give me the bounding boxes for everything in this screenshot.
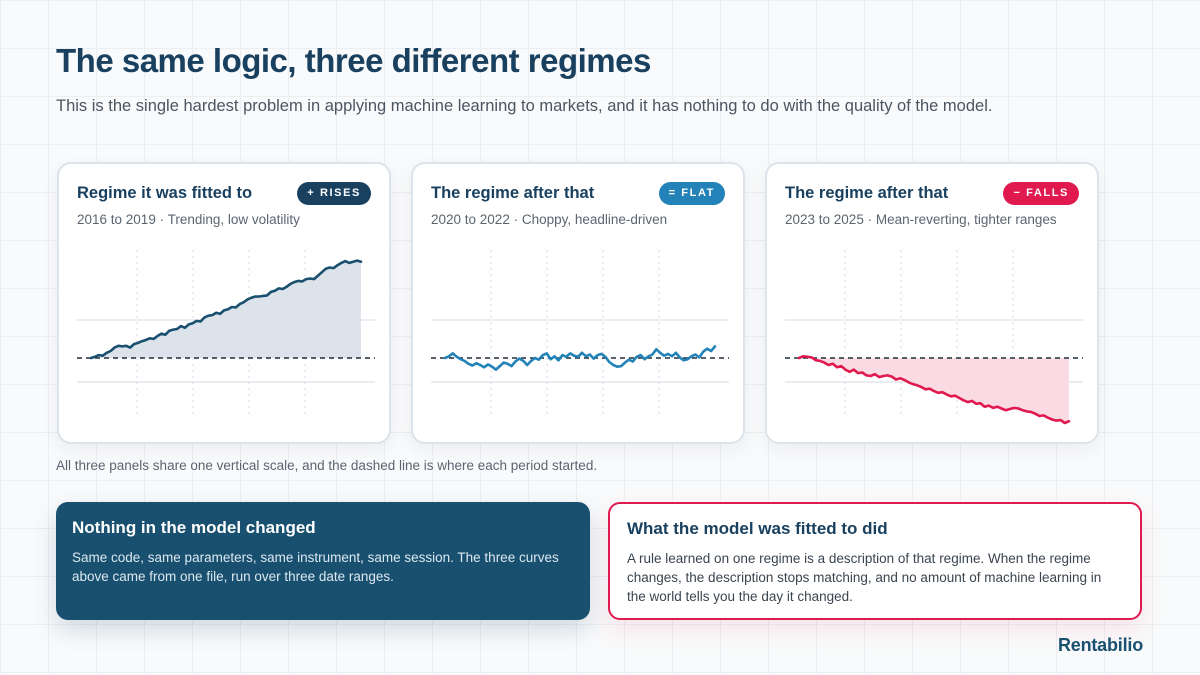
series-area <box>91 260 361 358</box>
chart-panel-fitted: Regime it was fitted to + RISES 2016 to … <box>57 162 391 444</box>
chart-panel-third: The regime after that − FALLS 2023 to 20… <box>765 162 1099 444</box>
insight-card-regime: What the model was fitted to did A rule … <box>608 502 1142 620</box>
card-body: Same code, same parameters, same instrum… <box>72 550 559 584</box>
regime-badge: − FALLS <box>1003 182 1079 205</box>
card-title: What the model was fitted to did <box>627 519 888 538</box>
chart-footnote: All three panels share one vertical scal… <box>56 458 598 473</box>
panel-subtitle: 2023 to 2025 · Mean-reverting, tighter r… <box>785 212 1057 227</box>
insight-card-model: Nothing in the model changed Same code, … <box>56 502 590 620</box>
page-subtitle: This is the single hardest problem in ap… <box>56 97 993 115</box>
panel-title: The regime after that <box>785 184 949 202</box>
chart-panel-second: The regime after that = FLAT 2020 to 202… <box>411 162 745 444</box>
panel-subtitle: 2016 to 2019 · Trending, low volatility <box>77 212 300 227</box>
regime-badge: + RISES <box>297 182 371 205</box>
card-title: Nothing in the model changed <box>72 518 316 537</box>
series-line <box>443 345 717 371</box>
chart-svg <box>431 250 729 416</box>
regime-badge: = FLAT <box>658 182 725 205</box>
page-title: The same logic, three different regimes <box>56 42 651 79</box>
card-body: A rule learned on one regime is a descri… <box>627 551 1102 604</box>
brand-logo: Rentabilio <box>1057 635 1143 655</box>
panel-title: Regime it was fitted to <box>77 184 253 202</box>
panel-title: The regime after that <box>431 184 595 202</box>
chart-svg <box>77 250 375 416</box>
series-line <box>89 259 363 360</box>
panel-subtitle: 2020 to 2022 · Choppy, headline-driven <box>431 212 668 227</box>
chart-svg <box>785 250 1083 425</box>
series-line <box>797 355 1071 425</box>
